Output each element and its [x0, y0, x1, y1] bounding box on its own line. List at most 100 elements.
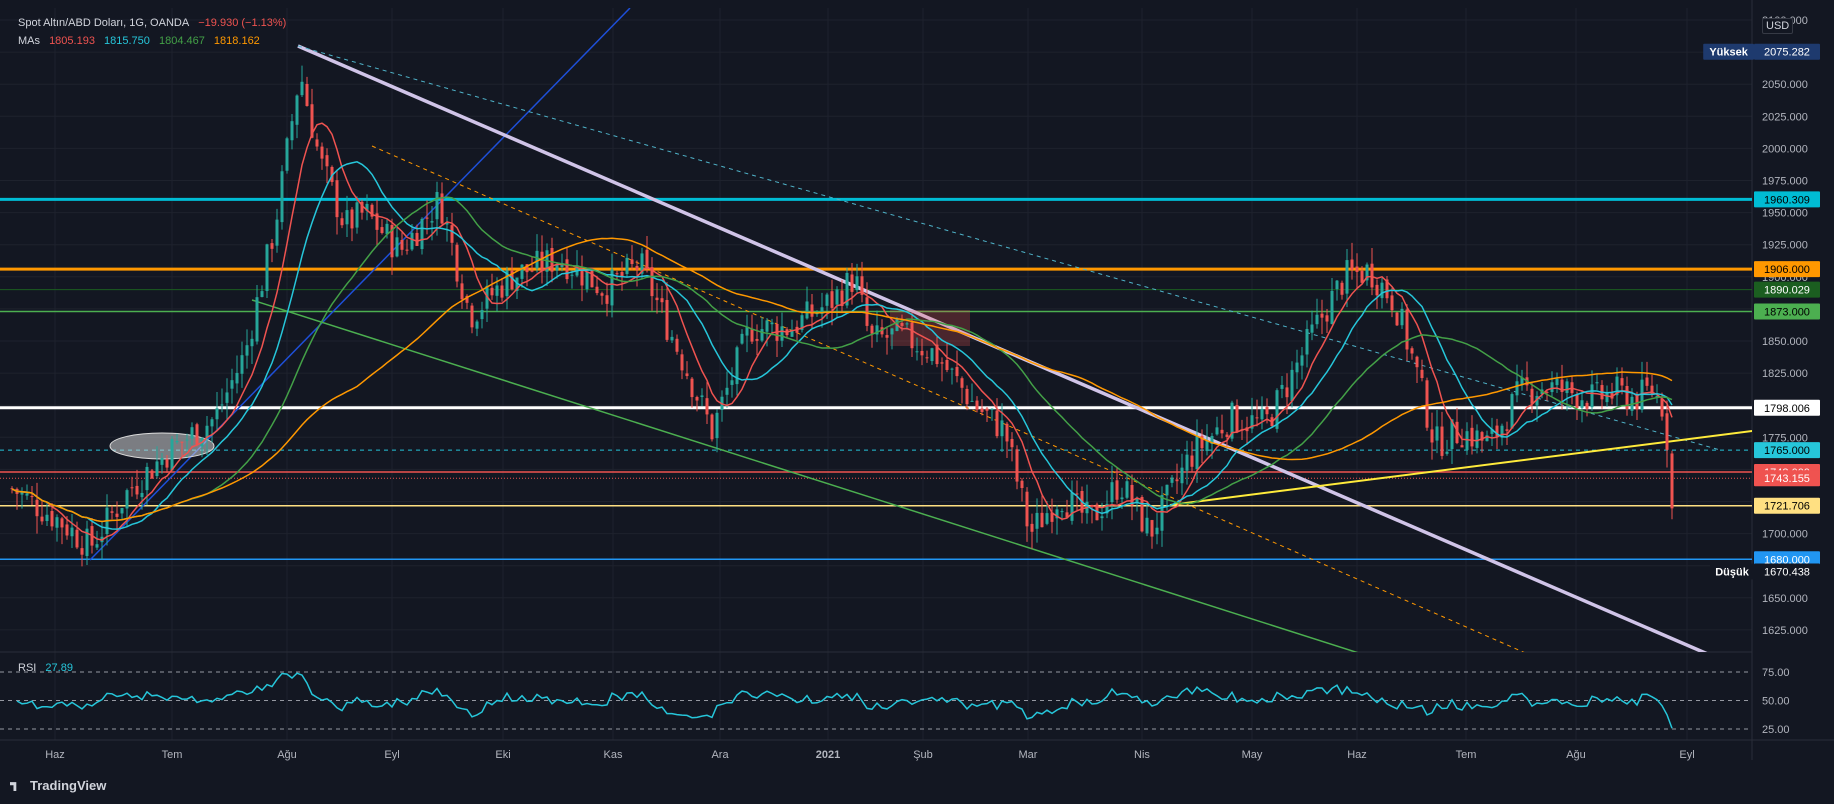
candle-body[interactable] [235, 372, 239, 384]
candle-body[interactable] [1495, 425, 1499, 437]
trend-line-dashed-cyan[interactable] [297, 45, 1721, 451]
time-axis[interactable]: Haz Tem Ağu Eyl Eki Kas Ara 2021 Şub Mar Nis May Haz… [45, 749, 1694, 761]
candle-body[interactable] [1015, 449, 1019, 482]
candle-body[interactable] [780, 326, 784, 341]
candle-body[interactable] [885, 335, 889, 338]
candle-body[interactable] [1355, 266, 1359, 272]
candle-body[interactable] [1195, 436, 1199, 470]
candle-body[interactable] [695, 396, 699, 401]
candle-body[interactable] [875, 325, 879, 335]
candle-body[interactable] [1130, 484, 1134, 506]
candle-body[interactable] [295, 95, 299, 125]
candle-body[interactable] [305, 83, 309, 106]
candle-body[interactable] [690, 378, 694, 398]
candle-body[interactable] [1485, 435, 1489, 442]
candle-body[interactable] [270, 243, 274, 249]
candle-body[interactable] [1205, 440, 1209, 452]
candle-body[interactable] [735, 347, 739, 385]
candle-body[interactable] [45, 514, 49, 521]
candle-body[interactable] [1635, 393, 1639, 410]
candle-body[interactable] [1250, 415, 1254, 429]
candle-body[interactable] [850, 274, 854, 292]
candle-body[interactable] [950, 368, 954, 370]
candle-body[interactable] [825, 294, 829, 306]
candle-body[interactable] [755, 338, 759, 341]
candle-body[interactable] [645, 249, 649, 269]
candle-body[interactable] [470, 305, 474, 328]
candle-body[interactable] [475, 321, 479, 329]
candle-body[interactable] [400, 239, 404, 250]
candle-body[interactable] [1605, 392, 1609, 403]
candle-body[interactable] [1560, 379, 1564, 392]
candle-body[interactable] [50, 511, 54, 527]
price-tag[interactable]: 1906.000 [1754, 261, 1820, 278]
candle-body[interactable] [725, 387, 729, 395]
candle-body[interactable] [1340, 282, 1344, 295]
candle-body[interactable] [215, 408, 219, 420]
candle-body[interactable] [320, 146, 324, 159]
candle-body[interactable] [500, 285, 504, 298]
candle-body[interactable] [970, 400, 974, 402]
candle-body[interactable] [495, 285, 499, 296]
candle-body[interactable] [740, 333, 744, 344]
candle-body[interactable] [1360, 270, 1364, 283]
candle-body[interactable] [810, 304, 814, 317]
candle-body[interactable] [1210, 435, 1214, 444]
candle-body[interactable] [1520, 377, 1524, 386]
candle-body[interactable] [1220, 429, 1224, 434]
candle-body[interactable] [730, 380, 734, 385]
candle-body[interactable] [1200, 435, 1204, 449]
candle-body[interactable] [1225, 434, 1229, 437]
candle-body[interactable] [220, 404, 224, 406]
rsi-line[interactable] [16, 672, 1673, 729]
candle-body[interactable] [300, 81, 304, 96]
candle-body[interactable] [985, 408, 989, 411]
trend-line-green[interactable] [251, 299, 1365, 655]
candle-body[interactable] [30, 496, 34, 498]
candle-body[interactable] [1335, 280, 1339, 290]
candle-body[interactable] [1500, 425, 1504, 438]
candle-body[interactable] [1070, 492, 1074, 521]
candle-body[interactable] [905, 323, 909, 325]
ma-line-mid[interactable] [11, 161, 1673, 530]
candle-body[interactable] [655, 297, 659, 301]
candle-body[interactable] [620, 272, 624, 277]
candle-body[interactable] [1300, 355, 1304, 366]
candle-body[interactable] [1075, 493, 1079, 495]
candle-body[interactable] [195, 424, 199, 445]
candle-body[interactable] [540, 251, 544, 272]
candle-body[interactable] [120, 508, 124, 514]
candle-body[interactable] [1150, 520, 1154, 537]
candle-body[interactable] [1455, 421, 1459, 444]
candle-body[interactable] [1480, 432, 1484, 441]
candle-body[interactable] [1450, 419, 1454, 450]
price-tag[interactable]: 1890.029 [1754, 281, 1820, 298]
candle-body[interactable] [1110, 482, 1114, 503]
candle-body[interactable] [325, 155, 329, 167]
trend-line-yellow[interactable] [1169, 430, 1760, 506]
candle-body[interactable] [750, 328, 754, 342]
candle-body[interactable] [135, 485, 139, 495]
candle-body[interactable] [615, 273, 619, 275]
candle-body[interactable] [1475, 430, 1479, 448]
candle-body[interactable] [520, 264, 524, 279]
candle-body[interactable] [460, 283, 464, 300]
candle-body[interactable] [960, 378, 964, 388]
candle-body[interactable] [420, 218, 424, 250]
candle-body[interactable] [250, 338, 254, 347]
candle-body[interactable] [380, 227, 384, 233]
candle-body[interactable] [80, 548, 84, 555]
candle-body[interactable] [290, 121, 294, 141]
candle-body[interactable] [830, 291, 834, 308]
candle-body[interactable] [35, 499, 39, 517]
candle-body[interactable] [205, 425, 209, 439]
candle-body[interactable] [1515, 381, 1519, 396]
candle-body[interactable] [1580, 400, 1584, 408]
price-tag[interactable]: 1765.000 [1754, 442, 1820, 459]
candle-body[interactable] [1115, 480, 1119, 500]
candle-body[interactable] [1290, 369, 1294, 402]
candle-body[interactable] [1625, 385, 1629, 410]
candle-body[interactable] [75, 529, 79, 548]
candle-body[interactable] [1425, 380, 1429, 428]
candle-body[interactable] [585, 271, 589, 290]
